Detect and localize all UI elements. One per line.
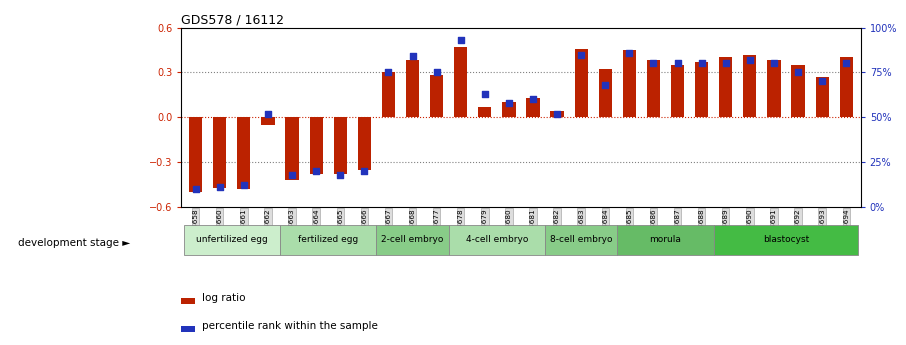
Bar	[280, 225, 376, 255]
Bar	[502, 102, 516, 117]
Bar	[719, 58, 732, 117]
Bar	[695, 62, 708, 117]
Point	[405, 53, 419, 59]
Point	[477, 91, 492, 97]
Bar	[815, 77, 829, 117]
Text: 2-cell embryo: 2-cell embryo	[381, 235, 444, 244]
Bar	[671, 65, 684, 117]
Text: GDS578 / 16112: GDS578 / 16112	[181, 13, 284, 27]
Point	[670, 61, 685, 66]
Bar	[478, 107, 491, 117]
Point	[598, 82, 612, 88]
Text: percentile rank within the sample: percentile rank within the sample	[201, 321, 378, 331]
Point	[284, 172, 299, 177]
Point	[213, 185, 227, 190]
Bar	[213, 117, 226, 188]
Bar	[647, 60, 660, 117]
Point	[814, 79, 829, 84]
Text: fertilized egg: fertilized egg	[298, 235, 358, 244]
Bar	[714, 225, 858, 255]
Point	[646, 61, 660, 66]
Point	[766, 61, 781, 66]
Bar	[376, 225, 448, 255]
Bar	[358, 117, 371, 170]
Bar	[574, 49, 588, 117]
Bar	[448, 225, 545, 255]
Point	[357, 168, 371, 174]
Text: 4-cell embryo: 4-cell embryo	[466, 235, 528, 244]
Point	[454, 37, 468, 43]
Bar	[333, 117, 347, 174]
Text: development stage ►: development stage ►	[18, 238, 130, 248]
Point	[236, 183, 251, 188]
Bar	[792, 65, 805, 117]
Bar	[526, 98, 540, 117]
Point	[573, 52, 588, 57]
Point	[694, 61, 708, 66]
Bar	[406, 60, 419, 117]
Point	[550, 111, 564, 117]
Bar	[743, 55, 757, 117]
Bar	[430, 76, 443, 117]
Bar	[551, 111, 564, 117]
Point	[622, 50, 637, 56]
Bar	[381, 72, 395, 117]
Text: unfertilized egg: unfertilized egg	[196, 235, 267, 244]
Text: blastocyst: blastocyst	[763, 235, 809, 244]
Bar	[454, 47, 467, 117]
Bar	[617, 225, 714, 255]
Bar	[767, 60, 781, 117]
Bar	[184, 225, 280, 255]
Bar	[840, 58, 853, 117]
Text: log ratio: log ratio	[201, 293, 246, 303]
Bar	[189, 117, 202, 192]
Point	[309, 168, 323, 174]
Point	[525, 97, 540, 102]
Bar	[310, 117, 323, 174]
Point	[381, 70, 396, 75]
Point	[502, 100, 516, 106]
Bar	[599, 69, 612, 117]
Text: morula: morula	[650, 235, 681, 244]
Point	[333, 172, 348, 177]
Point	[791, 70, 805, 75]
Bar	[181, 298, 195, 304]
Point	[261, 111, 275, 117]
Bar	[622, 50, 636, 117]
Bar	[237, 117, 250, 189]
Point	[718, 61, 733, 66]
Point	[743, 57, 757, 63]
Text: 8-cell embryo: 8-cell embryo	[550, 235, 612, 244]
Bar	[285, 117, 299, 180]
Bar	[261, 117, 275, 125]
Bar	[181, 326, 195, 332]
Point	[188, 186, 203, 192]
Point	[839, 61, 853, 66]
Point	[429, 70, 444, 75]
Bar	[545, 225, 617, 255]
